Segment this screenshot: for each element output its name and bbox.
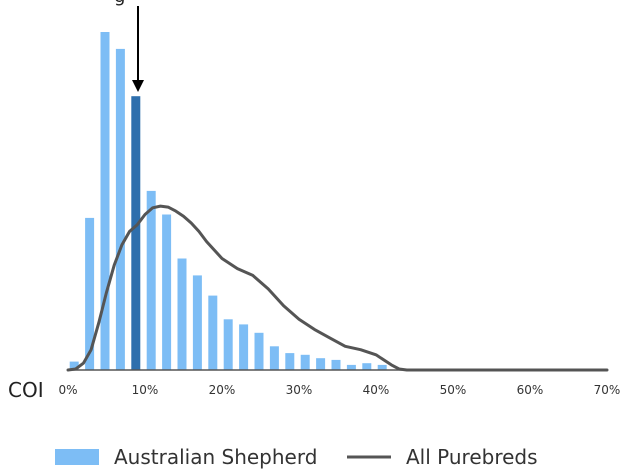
x-tick-label: 40% — [363, 383, 390, 397]
x-tick-label: 30% — [286, 383, 313, 397]
bar — [162, 214, 172, 370]
bar — [115, 48, 125, 371]
annotation-text-fragment: g — [114, 0, 125, 7]
x-tick-label: 0% — [58, 383, 77, 397]
x-tick-label: 20% — [209, 383, 236, 397]
bar — [146, 190, 156, 370]
x-axis-title: COI — [8, 378, 44, 402]
legend-bar-swatch — [55, 449, 99, 465]
bar — [362, 363, 372, 370]
bar — [377, 364, 387, 370]
bar — [100, 32, 110, 370]
x-tick-labels: 0% 10% 20% 30% 40% 50% 60% 70% — [58, 383, 620, 397]
bar — [69, 361, 79, 370]
legend-line-label: All Purebreds — [406, 445, 538, 469]
x-tick-label: 70% — [594, 383, 621, 397]
bar — [85, 217, 95, 370]
bar — [346, 364, 356, 370]
bars-layer — [69, 32, 387, 371]
bar — [285, 353, 295, 370]
bar — [208, 295, 218, 370]
bar — [177, 258, 187, 370]
legend: Australian Shepherd All Purebreds — [55, 445, 538, 469]
x-tick-label: 60% — [517, 383, 544, 397]
x-tick-label: 10% — [132, 383, 159, 397]
bar — [254, 332, 264, 370]
x-tick-label: 50% — [440, 383, 467, 397]
bar — [316, 358, 326, 370]
bar — [192, 275, 202, 370]
annotation-arrow — [132, 6, 144, 92]
legend-bar-label: Australian Shepherd — [114, 445, 317, 469]
bar — [239, 324, 249, 370]
bar — [223, 319, 233, 370]
bar — [331, 359, 341, 370]
bar — [300, 354, 310, 370]
bar — [269, 346, 279, 370]
bar-highlighted — [131, 96, 141, 370]
